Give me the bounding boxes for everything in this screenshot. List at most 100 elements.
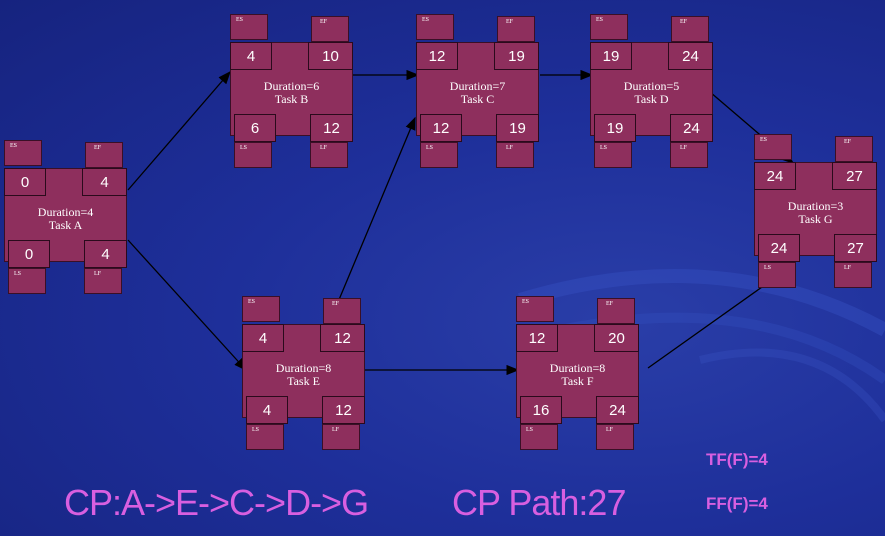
task-node-a: ES EF 0 4 Duration=4 Task A 0 4 LS LF <box>4 140 127 294</box>
critical-path-length: CP Path:27 <box>452 482 626 523</box>
es-caption: ES <box>596 17 604 23</box>
ef-caption: EF <box>332 301 340 307</box>
es-tab <box>242 296 280 322</box>
ls-caption: LS <box>14 271 22 277</box>
es-value: 4 <box>242 324 284 352</box>
es-value: 12 <box>516 324 558 352</box>
task-node-e: ES EF 4 12 Duration=8 Task E 4 12 LS LF <box>242 296 365 450</box>
lf-tab <box>84 268 122 294</box>
es-tab <box>4 140 42 166</box>
task-node-f: ES EF 12 20 Duration=8 Task F 16 24 LS L… <box>516 296 639 450</box>
task-label: Task F <box>561 374 594 388</box>
task-node-d: ES EF 19 24 Duration=5 Task D 19 24 LS L… <box>590 14 713 168</box>
ef-caption: EF <box>606 301 614 307</box>
ls-value: 16 <box>520 396 562 424</box>
ef-value: 24 <box>668 42 713 70</box>
ef-caption: EF <box>506 19 514 25</box>
ls-tab <box>234 142 272 168</box>
duration-label: Duration=4 <box>37 205 94 219</box>
task-label: Task B <box>274 92 309 106</box>
ef-caption: EF <box>844 139 852 145</box>
duration-label: Duration=5 <box>623 79 680 93</box>
ls-tab <box>8 268 46 294</box>
task-label: Task D <box>634 92 669 106</box>
arrow-a-b <box>127 71 231 191</box>
lf-caption: LF <box>844 265 852 271</box>
ef-value: 20 <box>594 324 639 352</box>
ls-value: 12 <box>420 114 462 142</box>
ls-caption: LS <box>764 265 772 271</box>
es-value: 4 <box>230 42 272 70</box>
ef-tab <box>835 136 873 162</box>
ef-value: 12 <box>320 324 365 352</box>
lf-caption: LF <box>94 271 102 277</box>
es-tab <box>754 134 792 160</box>
lf-caption: LF <box>332 427 340 433</box>
ls-value: 19 <box>594 114 636 142</box>
ef-tab <box>323 298 361 324</box>
duration-label: Duration=8 <box>275 361 332 375</box>
ls-caption: LS <box>526 427 534 433</box>
lf-value: 19 <box>496 114 539 142</box>
es-caption: ES <box>10 143 18 149</box>
lf-value: 4 <box>84 240 127 268</box>
lf-tab <box>322 424 360 450</box>
es-tab <box>416 14 454 40</box>
ls-tab <box>420 142 458 168</box>
ls-tab <box>246 424 284 450</box>
ef-caption: EF <box>320 19 328 25</box>
ls-value: 4 <box>246 396 288 424</box>
es-caption: ES <box>760 137 768 143</box>
task-node-c: ES EF 12 19 Duration=7 Task C 12 19 LS L… <box>416 14 539 168</box>
ef-tab <box>497 16 535 42</box>
es-tab <box>516 296 554 322</box>
es-value: 0 <box>4 168 46 196</box>
ef-value: 19 <box>494 42 539 70</box>
lf-tab <box>310 142 348 168</box>
ef-caption: EF <box>94 145 102 151</box>
task-label: Task A <box>48 218 83 232</box>
lf-caption: LF <box>606 427 614 433</box>
arrow-e-c <box>327 116 416 327</box>
ef-tab <box>311 16 349 42</box>
lf-caption: LF <box>320 145 328 151</box>
es-tab <box>590 14 628 40</box>
ls-caption: LS <box>252 427 260 433</box>
task-label: Task G <box>798 212 833 226</box>
es-tab <box>230 14 268 40</box>
duration-label: Duration=7 <box>449 79 506 93</box>
ef-tab <box>597 298 635 324</box>
ls-caption: LS <box>426 145 434 151</box>
lf-tab <box>834 262 872 288</box>
ls-caption: LS <box>240 145 248 151</box>
ef-value: 27 <box>832 162 877 190</box>
lf-value: 27 <box>834 234 877 262</box>
lf-value: 24 <box>596 396 639 424</box>
ls-tab <box>520 424 558 450</box>
es-value: 19 <box>590 42 632 70</box>
duration-label: Duration=6 <box>263 79 320 93</box>
ls-value: 0 <box>8 240 50 268</box>
free-float-label: FF(F)=4 <box>706 494 768 513</box>
lf-tab <box>670 142 708 168</box>
task-label: Task C <box>460 92 495 106</box>
ls-tab <box>758 262 796 288</box>
task-node-g: ES EF 24 27 Duration=3 Task G 24 27 LS L… <box>754 134 877 288</box>
ef-tab <box>85 142 123 168</box>
lf-tab <box>496 142 534 168</box>
task-label: Task E <box>287 374 320 388</box>
lf-caption: LF <box>680 145 688 151</box>
lf-caption: LF <box>506 145 514 151</box>
es-caption: ES <box>248 299 256 305</box>
es-caption: ES <box>236 17 244 23</box>
ef-value: 4 <box>82 168 127 196</box>
es-caption: ES <box>422 17 430 23</box>
ef-caption: EF <box>680 19 688 25</box>
lf-tab <box>596 424 634 450</box>
ls-tab <box>594 142 632 168</box>
duration-label: Duration=3 <box>787 199 844 213</box>
arrow-a-e <box>127 239 247 371</box>
es-value: 12 <box>416 42 458 70</box>
task-node-b: ES EF 4 10 Duration=6 Task B 6 12 LS LF <box>230 14 353 168</box>
